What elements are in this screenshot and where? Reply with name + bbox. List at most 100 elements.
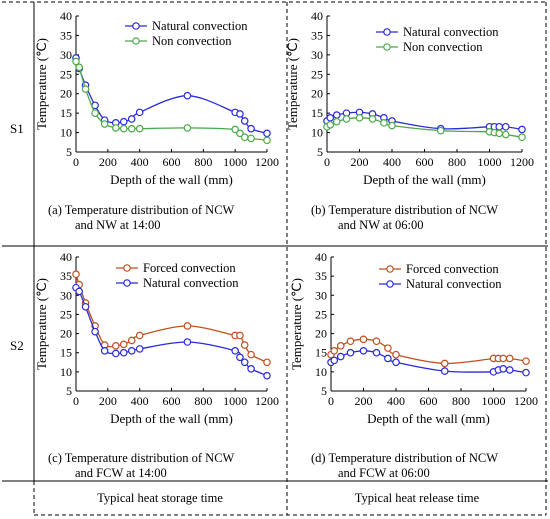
- x-tick-label: 200: [351, 155, 369, 169]
- y-tick-label: 25: [315, 307, 327, 321]
- data-point: [332, 111, 341, 119]
- y-tick-label: 20: [60, 327, 72, 341]
- data-point: [522, 368, 530, 377]
- x-tick-label: 400: [383, 155, 401, 169]
- data-point: [240, 341, 249, 349]
- data-point: [384, 344, 392, 352]
- data-point: [236, 110, 244, 118]
- data-point: [127, 336, 136, 345]
- legend-entry: Natural convection: [116, 276, 239, 290]
- y-tick-label: 40: [60, 9, 72, 23]
- legend-label: Natural convection: [403, 25, 499, 39]
- data-point: [342, 115, 351, 123]
- data-point: [495, 122, 504, 131]
- x-tick-label: 600: [163, 155, 181, 169]
- x-tick-label: 0: [73, 155, 79, 169]
- data-point: [336, 352, 345, 361]
- y-tick-label: 20: [311, 87, 323, 101]
- data-point: [75, 63, 83, 72]
- y-tick-label: 10: [60, 126, 72, 140]
- data-point: [247, 364, 255, 373]
- x-tick-label: 200: [355, 394, 373, 408]
- data-point: [384, 354, 392, 363]
- legend-entry: Non convection: [376, 40, 483, 54]
- data-point: [111, 342, 120, 350]
- y-tick-label: 40: [60, 250, 72, 264]
- legend-entry: Non convection: [125, 34, 232, 48]
- data-point: [355, 114, 364, 122]
- data-point: [231, 346, 239, 355]
- legend-entry: Natural convection: [379, 277, 502, 291]
- x-tick-label: 1200: [510, 155, 534, 169]
- data-point: [346, 348, 355, 357]
- caption-d-line2: and FCW at 06:00: [338, 466, 430, 480]
- data-point: [75, 287, 83, 296]
- legend-marker: [132, 22, 140, 30]
- legend-entry: Natural convection: [376, 25, 499, 39]
- row-label-s1: S1: [10, 121, 24, 136]
- legend-marker: [386, 280, 394, 288]
- data-point: [81, 85, 90, 93]
- data-point: [240, 117, 249, 125]
- legend-marker: [386, 265, 394, 273]
- data-point: [501, 122, 510, 131]
- data-point: [330, 356, 339, 365]
- data-point: [368, 115, 377, 123]
- data-point: [263, 129, 271, 138]
- caption-c: (c) Temperature distribution of NCW and …: [48, 451, 234, 481]
- caption-c-line1: (c) Temperature distribution of NCW: [48, 451, 235, 465]
- data-point: [100, 346, 109, 355]
- data-point: [183, 124, 192, 132]
- caption-a: (a) Temperature distribution of NCW and …: [48, 203, 234, 233]
- data-point: [119, 117, 128, 126]
- series-2: [72, 57, 271, 145]
- legend-marker: [383, 43, 391, 51]
- x-tick-label: 600: [163, 394, 181, 408]
- caption-a-line1: (a) Temperature distribution of NCW: [48, 203, 235, 217]
- data-point: [127, 346, 136, 355]
- series-2: [72, 283, 271, 380]
- data-point: [372, 337, 381, 346]
- data-point: [100, 120, 109, 128]
- data-point: [263, 136, 271, 145]
- data-point: [330, 346, 339, 355]
- y-tick-label: 35: [60, 269, 72, 283]
- data-point: [135, 108, 144, 117]
- y-tick-label: 25: [60, 67, 72, 81]
- series-line: [75, 287, 268, 377]
- y-tick-label: 15: [315, 346, 327, 360]
- y-tick-label: 30: [60, 48, 72, 62]
- y-tick-label: 15: [60, 106, 72, 120]
- data-point: [91, 327, 99, 336]
- y-tick-label: 35: [311, 28, 323, 42]
- data-point: [135, 345, 144, 353]
- data-point: [359, 346, 368, 355]
- x-axis-title: Depth of the wall (mm): [367, 411, 490, 426]
- x-tick-label: 200: [99, 394, 117, 408]
- y-tick-label: 15: [311, 106, 323, 120]
- x-tick-label: 800: [452, 394, 470, 408]
- data-point: [183, 338, 192, 346]
- footer-right-label: Typical heat release time: [354, 491, 480, 505]
- x-tick-label: 1000: [478, 155, 502, 169]
- legend-marker: [383, 28, 391, 36]
- legend-label: Non convection: [152, 34, 232, 48]
- x-tick-label: 400: [387, 394, 405, 408]
- legend-label: Natural convection: [152, 19, 248, 33]
- data-point: [505, 366, 514, 374]
- x-tick-label: 800: [448, 155, 466, 169]
- data-point: [240, 133, 249, 142]
- caption-b-line2: and NW at 06:00: [338, 218, 424, 232]
- series-2: [327, 346, 530, 377]
- x-tick-label: 0: [324, 155, 330, 169]
- data-point: [119, 348, 128, 357]
- legend-entry: Forced convection: [379, 262, 499, 276]
- y-tick-label: 25: [60, 307, 72, 321]
- data-point: [336, 342, 345, 350]
- data-point: [231, 125, 239, 134]
- y-tick-label: 20: [315, 327, 327, 341]
- data-point: [127, 124, 136, 133]
- series-1: [327, 335, 530, 368]
- data-point: [332, 117, 341, 126]
